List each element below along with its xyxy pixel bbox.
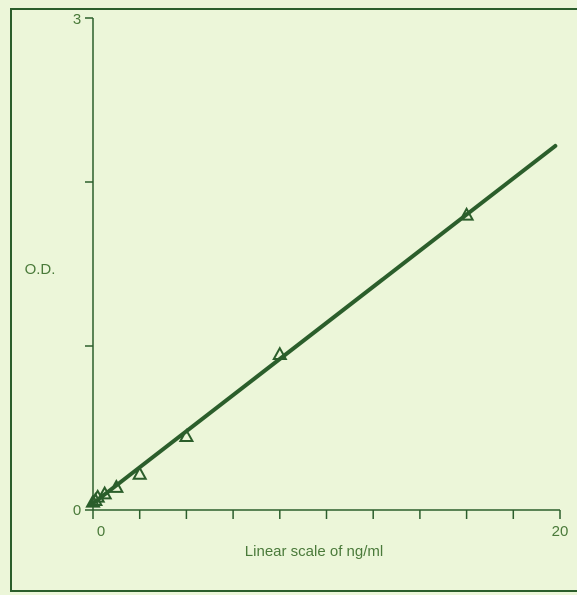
data-point-triangle xyxy=(132,465,148,480)
y-tick-label-0: 0 xyxy=(73,502,81,519)
data-point-triangle xyxy=(178,428,195,442)
x-tick-label-20: 20 xyxy=(552,523,569,540)
axes xyxy=(85,17,561,519)
data-points xyxy=(85,206,475,508)
y-tick-label-3: 3 xyxy=(73,11,81,28)
fit-line xyxy=(91,143,558,506)
data-point-triangle xyxy=(458,206,475,221)
fit-line-group xyxy=(91,143,558,506)
data-point-triangle xyxy=(96,485,113,500)
x-axis-label: Linear scale of ng/ml xyxy=(245,543,383,560)
data-point-triangle xyxy=(108,478,125,493)
chart-frame xyxy=(10,8,577,592)
x-tick-label-0: 0 xyxy=(97,523,105,540)
data-point-triangle xyxy=(272,346,288,360)
y-axis-label: O.D. xyxy=(25,261,56,278)
